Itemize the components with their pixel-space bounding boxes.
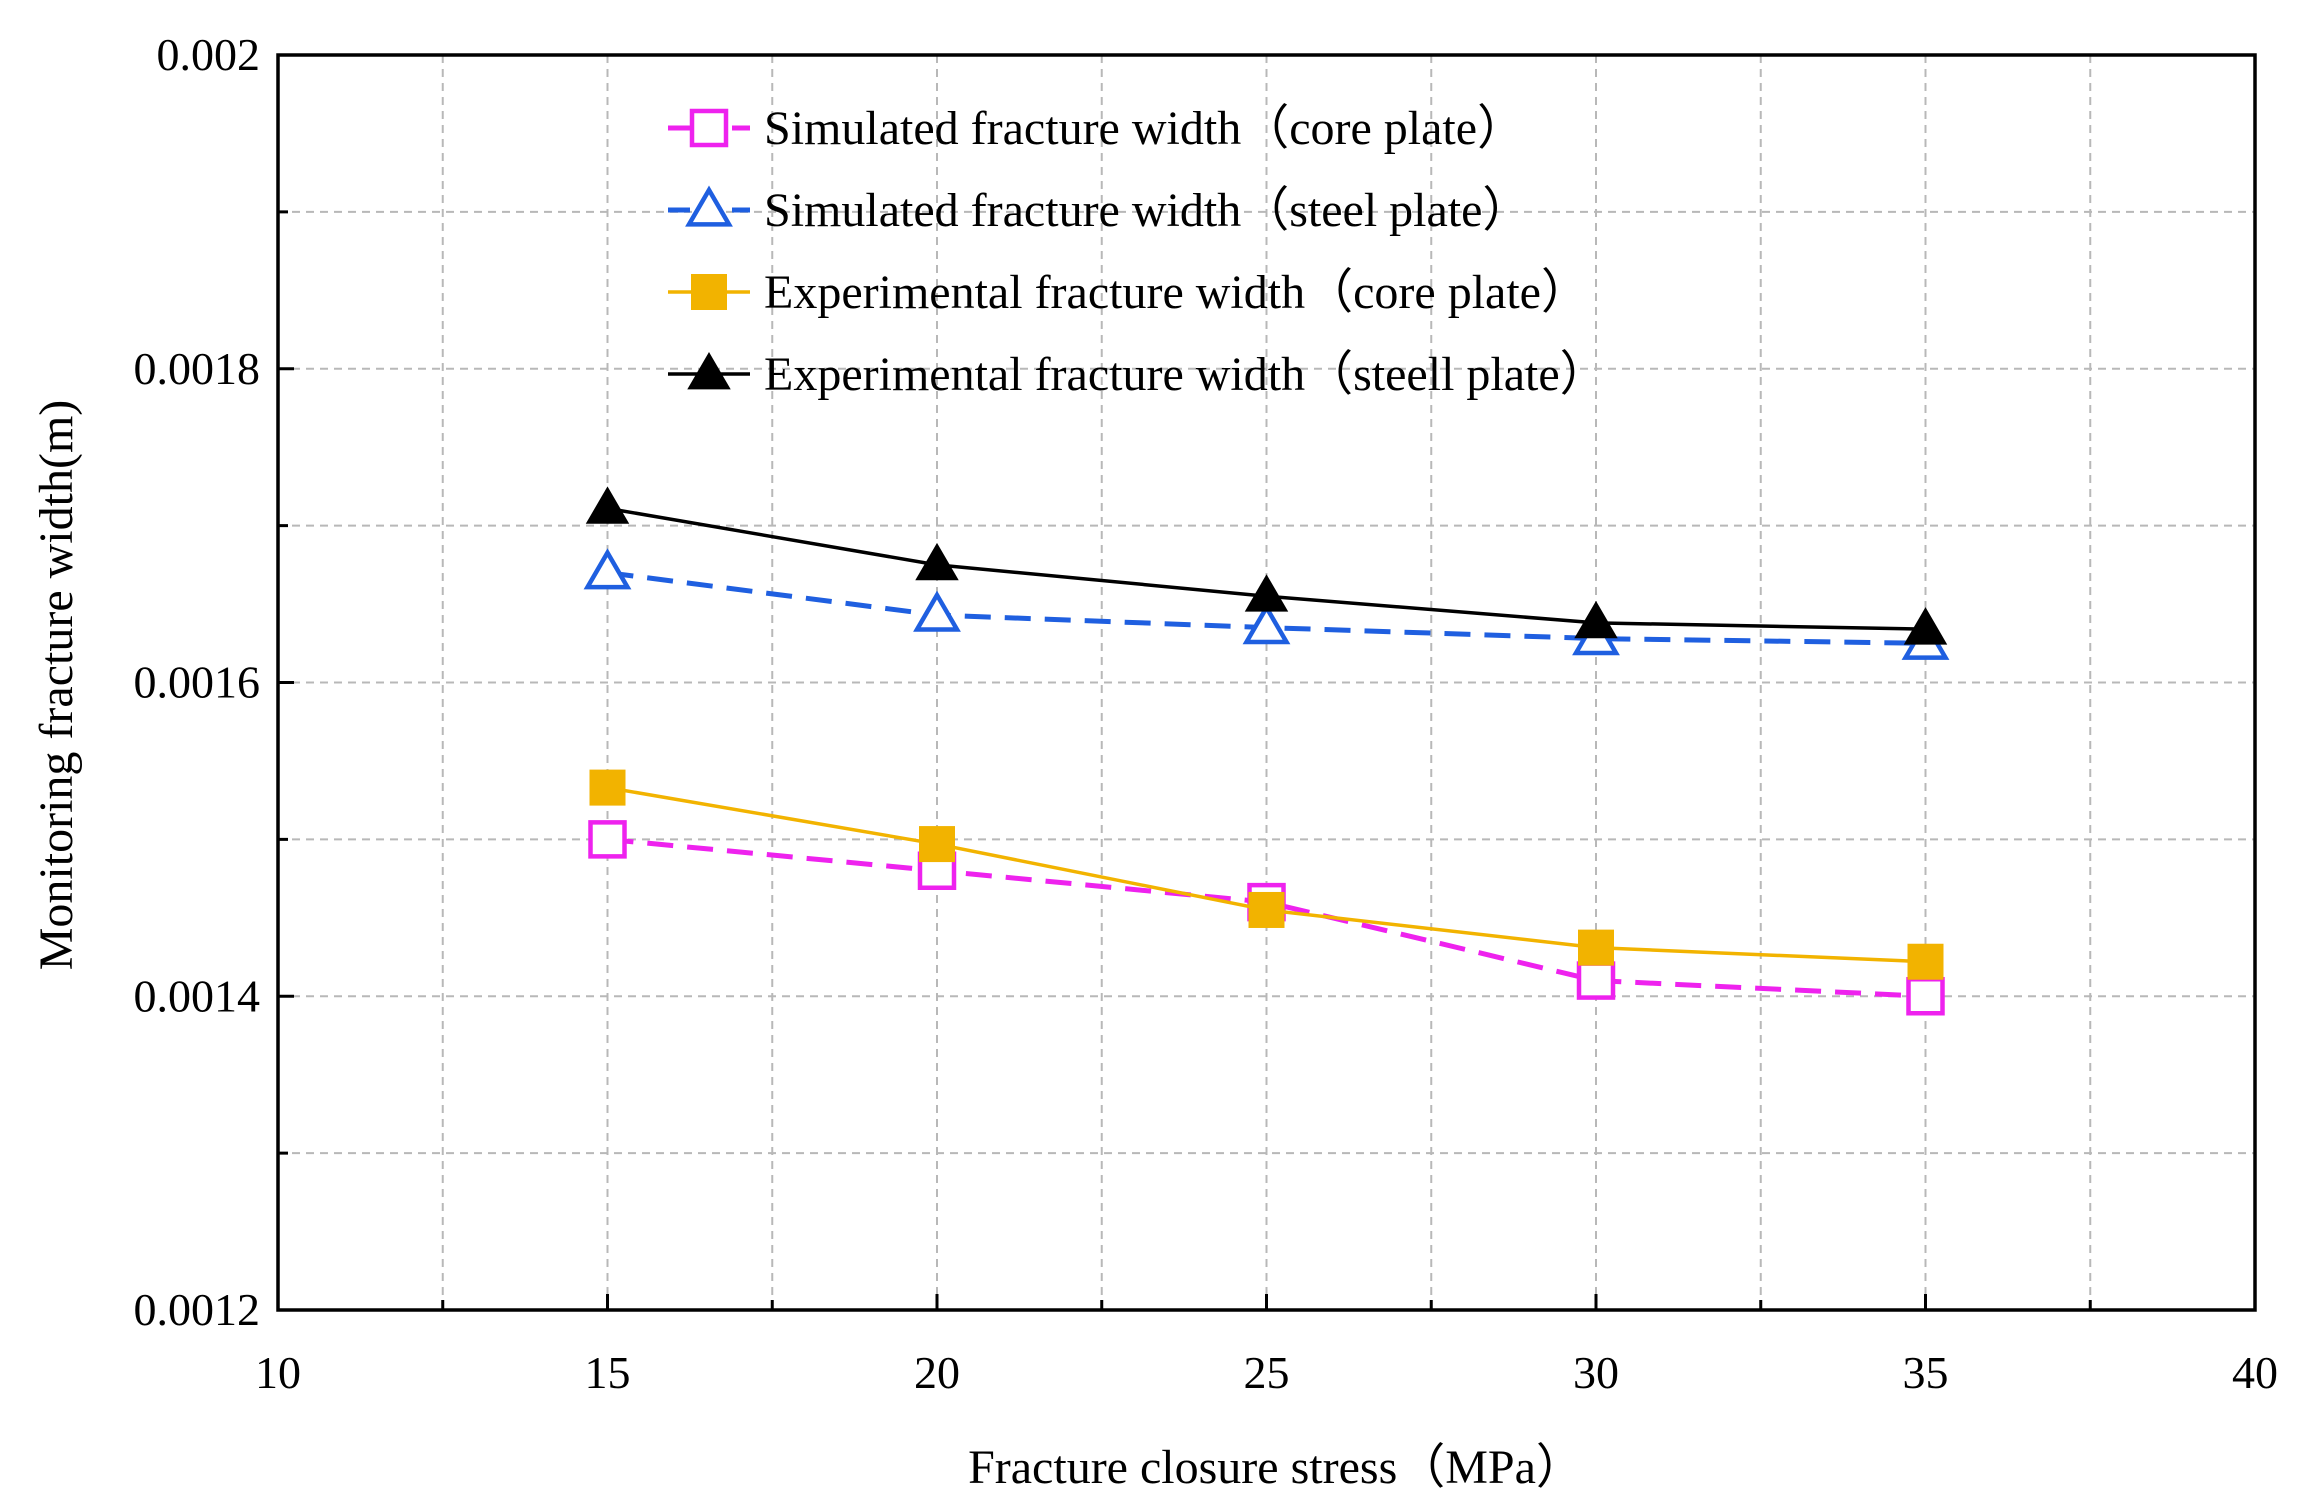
series-4-point (1574, 600, 1618, 639)
legend-label: Simulated fracture width（steel plate） (764, 184, 1530, 237)
x-tick-label: 40 (2232, 1347, 2278, 1398)
x-tick-label: 25 (1244, 1347, 1290, 1398)
legend-marker (685, 185, 733, 227)
series-2-point (913, 590, 961, 632)
series-4-point (585, 486, 630, 524)
axis-tick-labels: 10 15 20 25 30 35 40 0.0012 0.0014 0.0016 0.0018 0.… (134, 29, 2279, 1398)
x-tick-label: 30 (1573, 1347, 1619, 1398)
y-axis-title: Monitoring fracture width(m) (30, 400, 83, 971)
y-tick-label: 0.0016 (134, 657, 261, 708)
y-tick-label: 0.0014 (134, 970, 261, 1021)
x-axis-title: Fracture closure stress（MPa） (968, 1441, 1584, 1494)
legend-item-1: Simulated fracture width（core plate） (668, 102, 1525, 155)
series-1-point (1576, 961, 1616, 1000)
legend-item-3: Experimental fracture width（core plate） (668, 266, 1589, 319)
series-3-point (919, 826, 955, 863)
series-3-point (589, 769, 626, 806)
series-3-point (1248, 891, 1285, 928)
x-tick-label: 10 (255, 1347, 301, 1398)
legend: Simulated fracture width（core plate） Simu… (668, 102, 1608, 401)
y-tick-label: 0.0012 (134, 1284, 261, 1335)
series-layer (583, 486, 1950, 1016)
series-4 (585, 486, 1948, 645)
series-4-point (1903, 607, 1948, 645)
axis-ticks (276, 53, 2257, 1312)
legend-label: Experimental fracture width（steell plate… (764, 348, 1608, 401)
y-tick-label: 0.0018 (134, 343, 261, 394)
legend-label: Experimental fracture width（core plate） (764, 266, 1589, 319)
series-3 (589, 769, 1944, 980)
series-4-point (1244, 574, 1289, 612)
series-1-point (588, 820, 627, 859)
x-tick-label: 15 (585, 1347, 631, 1398)
series-3-point (1578, 929, 1614, 966)
legend-marker (689, 108, 729, 148)
legend-label: Simulated fracture width（core plate） (764, 102, 1525, 155)
legend-item-2: Simulated fracture width（steel plate） (668, 184, 1530, 237)
legend-marker (687, 352, 731, 390)
legend-item-4: Experimental fracture width（steell plate… (668, 348, 1608, 401)
series-1-point (1906, 977, 1945, 1016)
series-2-point (1242, 603, 1291, 645)
legend-marker (691, 274, 727, 310)
x-tick-label: 20 (914, 1347, 960, 1398)
series-3-point (1907, 943, 1944, 980)
series-4-point (915, 542, 959, 581)
y-tick-label: 0.002 (157, 29, 261, 80)
x-tick-label: 35 (1903, 1347, 1949, 1398)
series-2-point (583, 548, 632, 590)
